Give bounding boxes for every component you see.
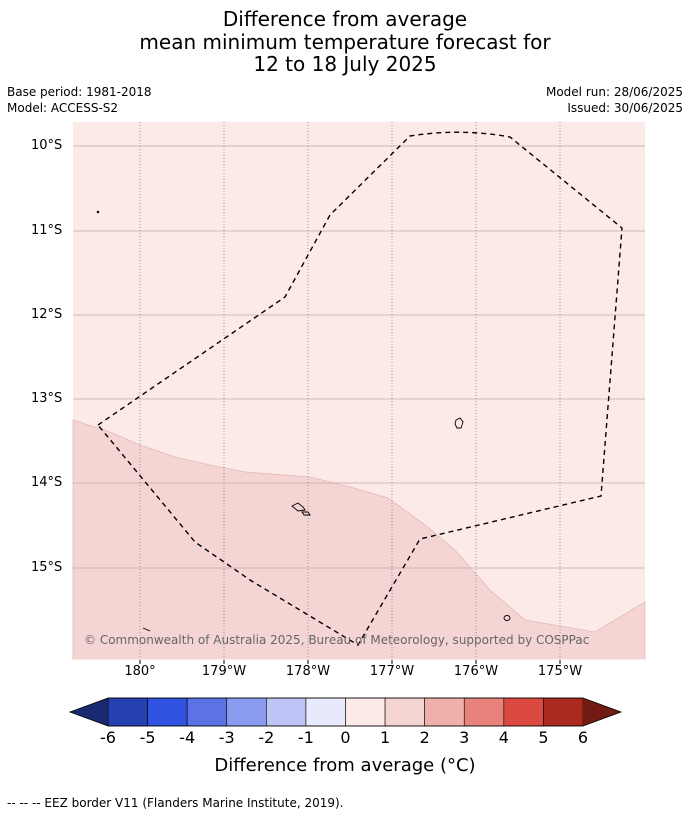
- meta-right: Model run: 28/06/2025 Issued: 30/06/2025: [546, 84, 683, 116]
- base-period-text: Base period: 1981-2018: [7, 85, 152, 99]
- colorbar-tick-label: 6: [577, 728, 589, 747]
- island-wallis-islet: [301, 511, 311, 516]
- lat-label-11s: 11°S: [31, 223, 63, 238]
- colorbar-tick-label: 2: [419, 728, 430, 747]
- lat-label-14s: 14°S: [31, 475, 63, 490]
- island-tafahi: [503, 615, 511, 621]
- colorbar-cell: [147, 697, 188, 727]
- colorbar-tick-label: -1: [297, 728, 314, 747]
- island-niuafoou: [454, 417, 464, 429]
- island-rotuma-dot: [96, 210, 100, 214]
- colorbar-cell: [503, 697, 544, 727]
- model-run-text: Model run: 28/06/2025: [545, 85, 683, 99]
- lat-label-10s: 10°S: [31, 138, 63, 153]
- colorbar-tick-label: 5: [538, 728, 549, 747]
- map-title: Difference from average mean minimum tem…: [0, 8, 690, 76]
- title-line-1: Difference from average: [222, 7, 468, 31]
- eez-border: [96, 131, 623, 646]
- lat-label-15s: 15°S: [31, 560, 63, 575]
- latitude-gridlines: [73, 145, 645, 569]
- island-wallis: [291, 502, 306, 512]
- lat-label-13s: 13°S: [31, 391, 63, 406]
- colorbar-tick-label: 1: [379, 728, 391, 747]
- colorbar-tick-label: -3: [218, 728, 235, 747]
- colorbar-tick-label: 0: [340, 728, 351, 747]
- colorbar-extend-low: [70, 698, 108, 726]
- colorbar-tick-label: 3: [459, 728, 470, 747]
- colorbar-cell: [463, 697, 505, 727]
- colorbar-border: [68, 697, 623, 727]
- colorbar: [68, 697, 623, 727]
- colorbar-tick-label: 4: [498, 728, 509, 747]
- colorbar-cell: [424, 697, 465, 727]
- eez-footnote: -- -- -- EEZ border V11 (Flanders Marine…: [7, 796, 344, 810]
- colorbar-cell: [186, 697, 228, 727]
- colorbar-cell: [305, 697, 346, 727]
- meta-left: Base period: 1981-2018 Model: ACCESS-S2: [7, 84, 152, 116]
- island-futuna: [142, 627, 151, 632]
- issued-text: Issued: 30/06/2025: [567, 101, 683, 115]
- title-line-2: mean minimum temperature forecast for: [139, 29, 551, 54]
- lon-label-179w: 179°W: [201, 664, 247, 679]
- colorbar-tick-label: -5: [139, 728, 156, 747]
- lon-label-177w: 177°W: [369, 664, 415, 679]
- lat-label-12s: 12°S: [31, 307, 63, 322]
- copyright-text: © Commonwealth of Australia 2025, Bureau…: [84, 633, 590, 647]
- colorbar-tick-label: -4: [179, 728, 196, 747]
- lon-label-176w: 176°W: [453, 664, 499, 679]
- colorbar-tick-label: -6: [100, 728, 116, 747]
- colorbar-label: Difference from average (°C): [214, 755, 476, 776]
- lon-label-175w: 175°W: [537, 664, 583, 679]
- anomaly-fill-1-to-2: [72, 419, 646, 661]
- colorbar-tick-label: -2: [258, 728, 275, 747]
- colorbar-cell: [107, 697, 148, 727]
- colorbar-cells: [70, 697, 621, 727]
- title-line-3: 12 to 18 July 2025: [253, 52, 437, 76]
- colorbar-cell: [266, 697, 307, 727]
- colorbar-cell: [345, 697, 386, 727]
- colorbar-extend-high: [583, 698, 621, 726]
- map-canvas: [72, 122, 646, 664]
- islands: [96, 210, 511, 632]
- colorbar-cell: [543, 697, 584, 727]
- lon-label-178w: 178°W: [285, 664, 331, 679]
- model-text: Model: ACCESS-S2: [7, 101, 119, 115]
- longitude-tick-marks: [139, 660, 561, 664]
- colorbar-cell: [384, 697, 425, 727]
- colorbar-outline: [68, 697, 623, 727]
- lon-label-180: 180°: [124, 664, 156, 679]
- colorbar-cell: [226, 697, 267, 727]
